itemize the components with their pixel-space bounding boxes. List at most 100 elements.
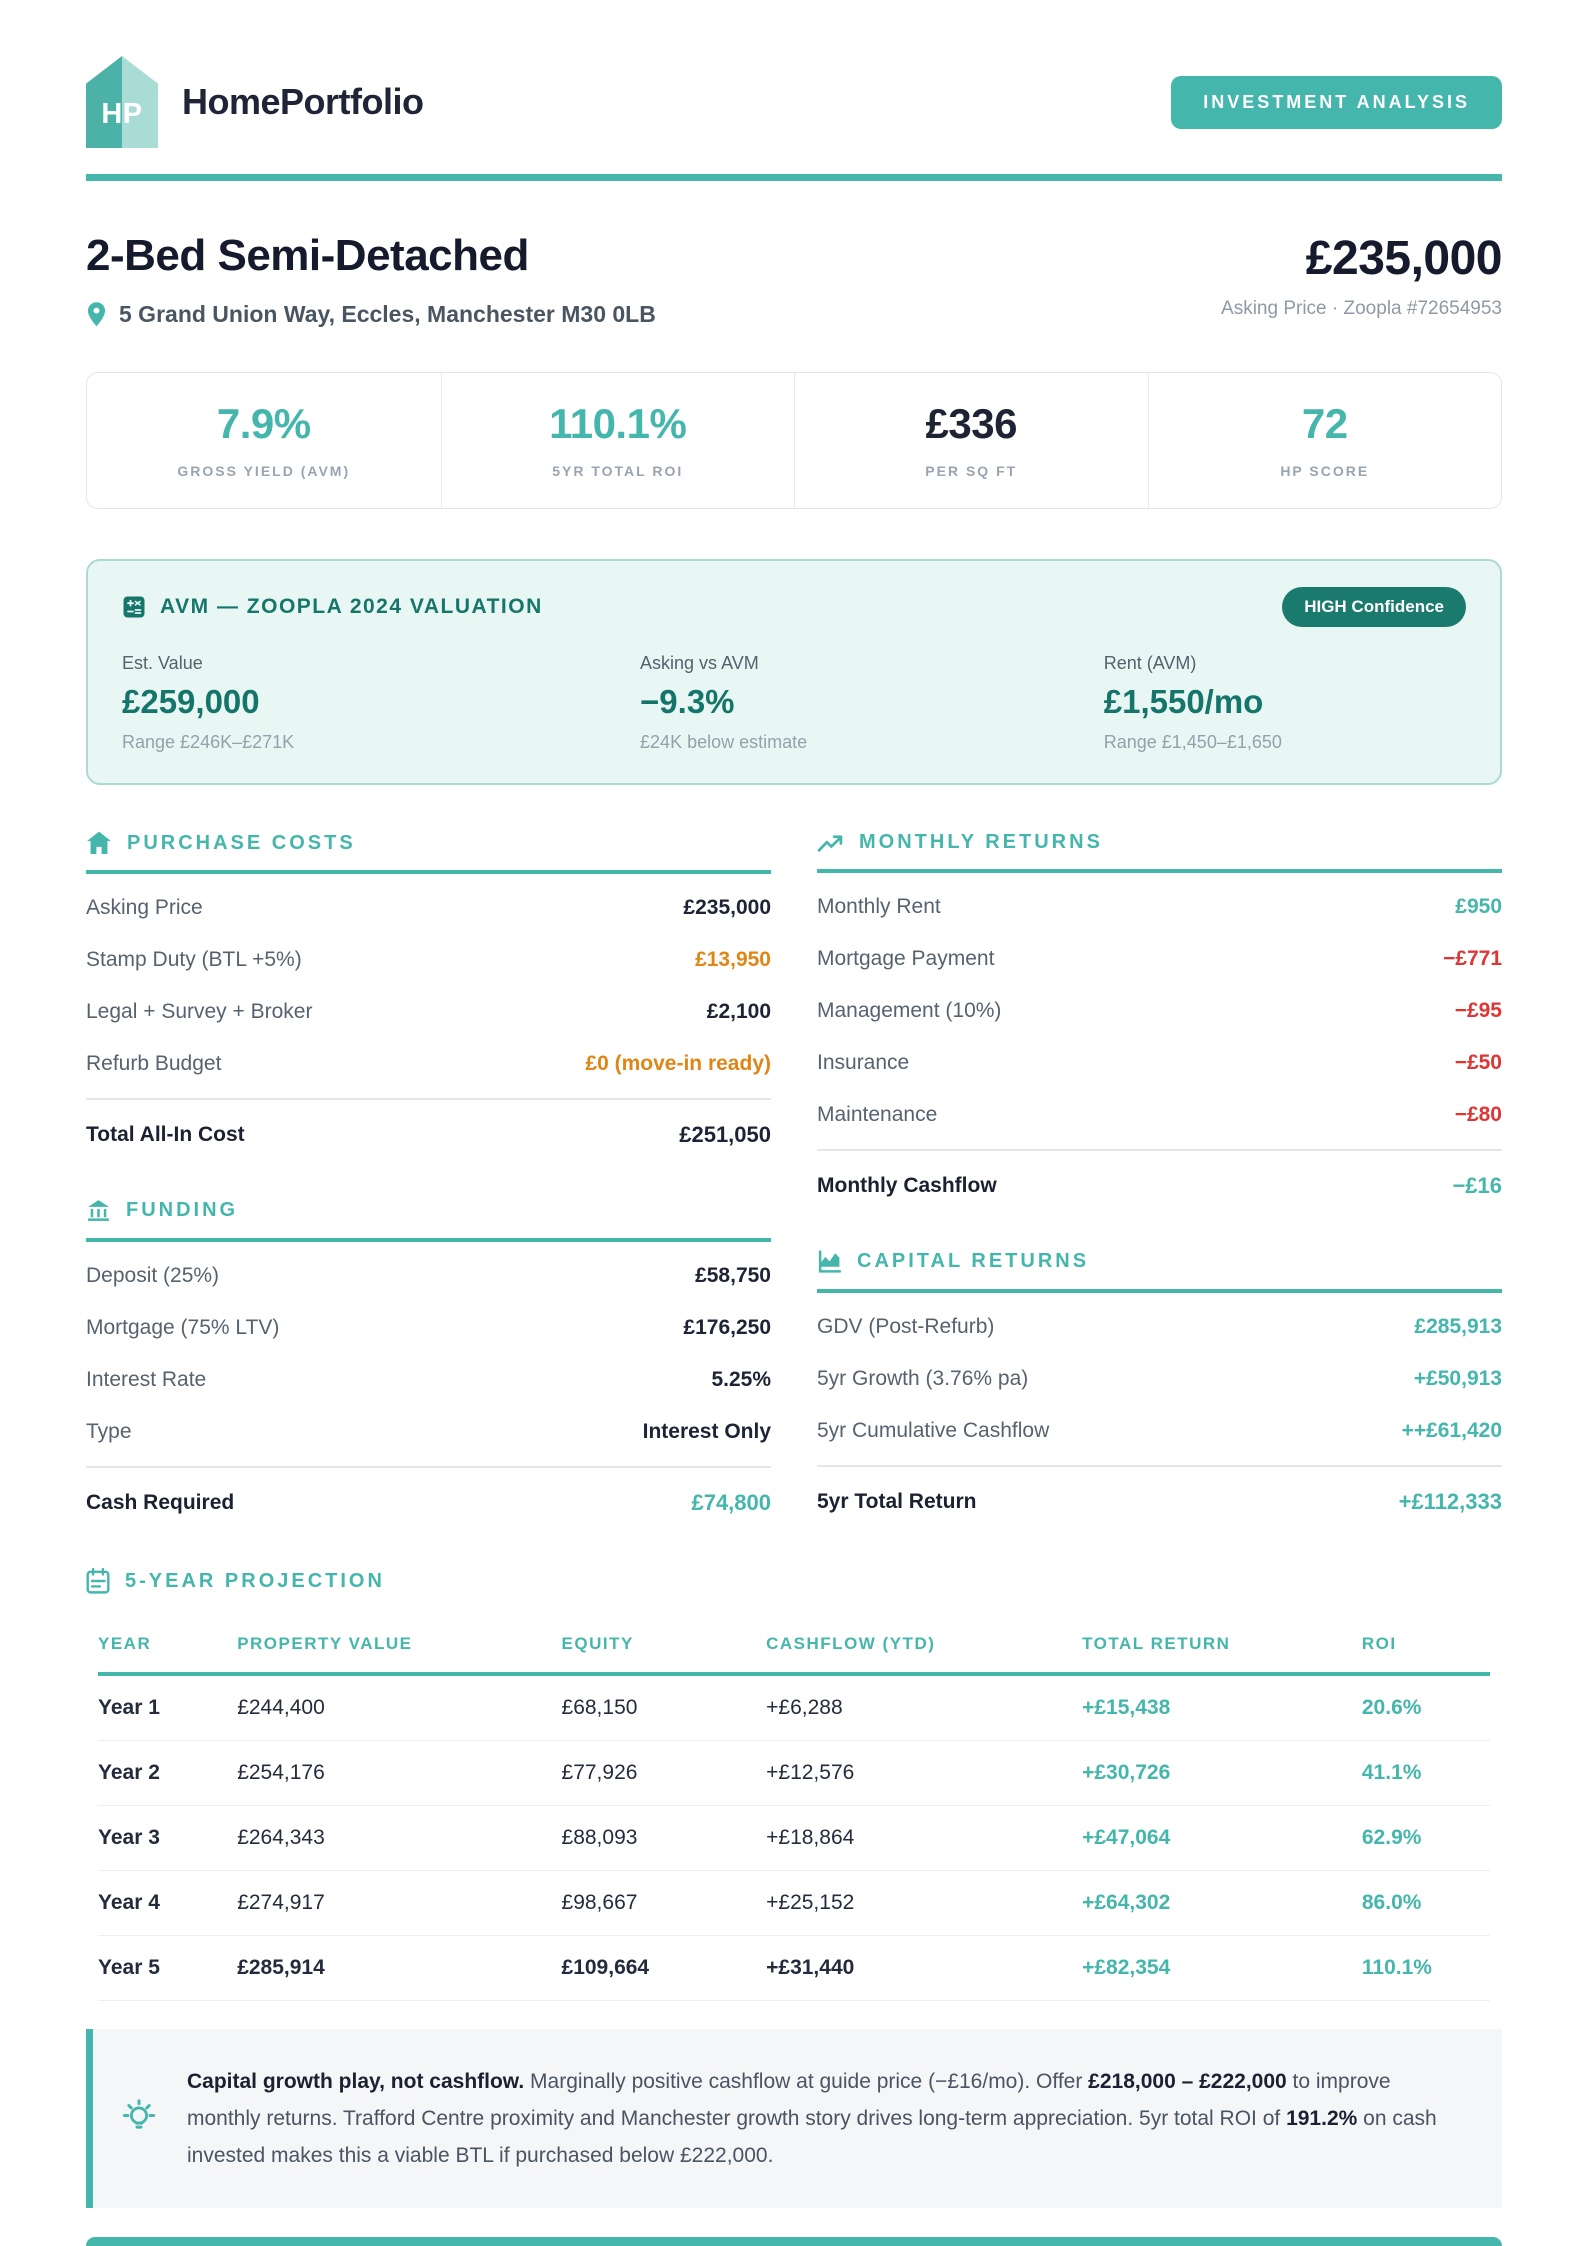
callout-text: Capital growth play, not cashflow. Margi… <box>187 2063 1458 2174</box>
section-rule <box>817 869 1502 873</box>
brand-name: HomePortfolio <box>182 81 424 122</box>
total-label: Total All-In Cost <box>86 1123 245 1146</box>
avm-metric-value: −9.3% <box>640 683 735 720</box>
section-header: FUNDING <box>86 1198 771 1223</box>
table-row: Year 5 £285,914 £109,664 +£31,440 +£82,354 11… <box>98 1936 1490 2001</box>
line-item: Interest Rate 5.25% <box>86 1354 771 1406</box>
table-cell: 20.6% <box>1361 1696 1422 1719</box>
table-cell: +£25,152 <box>766 1891 855 1914</box>
avm-metric-note: Range £1,450–£1,650 <box>1103 732 1282 752</box>
line-item: GDV (Post-Refurb) £285,913 <box>817 1301 1502 1353</box>
property-title: 2-Bed Semi-Detached <box>86 231 529 280</box>
table-cell: 86.0% <box>1361 1891 1422 1914</box>
hp-house-logo-icon: HP <box>86 56 158 148</box>
section-header: MONTHLY RETURNS <box>817 831 1502 854</box>
section-rule <box>817 1289 1502 1293</box>
trending-up-icon <box>817 832 844 854</box>
section-total: 5yr Total Return +£112,333 <box>817 1465 1502 1515</box>
avm-metric-label: Rent (AVM) <box>1103 653 1197 673</box>
bank-icon <box>86 1198 111 1223</box>
line-item-value: ++£61,420 <box>1401 1419 1502 1442</box>
property-address: 5 Grand Union Way, Eccles, Manchester M3… <box>119 301 656 327</box>
line-item-label: Mortgage Payment <box>817 947 995 970</box>
table-cell: +£15,438 <box>1082 1696 1171 1719</box>
price-block: £235,000 Asking Price · Zoopla #72654953 <box>1221 231 1502 320</box>
table-cell: +£12,576 <box>766 1761 855 1784</box>
avm-columns: Est. Value £259,000 Range £246K–£271K Askin… <box>122 653 1466 753</box>
table-cell: +£6,288 <box>766 1696 843 1719</box>
line-item-label: Stamp Duty (BTL +5%) <box>86 948 302 971</box>
table-row: Year 4 £274,917 £98,667 +£25,152 +£64,302 86.… <box>98 1871 1490 1936</box>
stat-card: 72 HP SCORE <box>1147 373 1502 508</box>
table-row: Year 2 £254,176 £77,926 +£12,576 +£30,726 41.… <box>98 1741 1490 1806</box>
line-item: Insurance −£50 <box>817 1037 1502 1089</box>
line-item-value: £2,100 <box>706 1000 771 1023</box>
property-header: 2-Bed Semi-Detached 5 Grand Union Way, E… <box>86 231 1502 328</box>
line-item-value: £235,000 <box>683 896 771 919</box>
avm-metric-note: £24K below estimate <box>640 732 808 752</box>
line-item: Type Interest Only <box>86 1406 771 1458</box>
avm-metric-label: Est. Value <box>122 653 203 673</box>
line-item-label: Interest Rate <box>86 1368 207 1391</box>
table-cell: +£18,864 <box>766 1826 855 1849</box>
line-item: 5yr Growth (3.76% pa) +£50,913 <box>817 1353 1502 1405</box>
table-row: Year 1 £244,400 £68,150 +£6,288 +£15,438 20.6… <box>98 1676 1490 1741</box>
callout-segment: on cash invested makes this a viable BTL… <box>187 2107 1437 2167</box>
table-header-rule <box>98 1672 1490 1676</box>
line-item: Monthly Rent £950 <box>817 881 1502 933</box>
table-cell: £88,093 <box>561 1826 638 1849</box>
stat-card: 110.1% 5YR TOTAL ROI <box>440 373 795 508</box>
avm-metric-value: £259,000 <box>122 683 260 720</box>
table-cell: 62.9% <box>1361 1826 1422 1849</box>
logo-monogram: HP <box>101 98 143 131</box>
line-item: Legal + Survey + Broker £2,100 <box>86 986 771 1038</box>
line-item: Deposit (25%) £58,750 <box>86 1250 771 1302</box>
line-item-value: £950 <box>1455 895 1502 918</box>
right-column: MONTHLY RETURNS Monthly Rent £950 Mortgage… <box>817 831 1502 1516</box>
line-item-value: £285,913 <box>1414 1315 1502 1338</box>
line-item-label: Legal + Survey + Broker <box>86 1000 313 1023</box>
house-icon <box>86 831 112 855</box>
line-item-label: Monthly Rent <box>817 895 941 918</box>
avm-metric-label: Asking vs AVM <box>640 653 759 673</box>
line-item-value: −£80 <box>1454 1103 1502 1126</box>
line-item-label: Mortgage (75% LTV) <box>86 1316 280 1339</box>
avm-metric: Rent (AVM) £1,550/mo Range £1,450–£1,650 <box>1104 653 1466 753</box>
line-item-value: £58,750 <box>695 1264 771 1287</box>
line-item-label: Insurance <box>817 1051 910 1074</box>
line-item: Stamp Duty (BTL +5%) £13,950 <box>86 934 771 986</box>
total-label: 5yr Total Return <box>817 1490 977 1513</box>
table-header-cell: ROI <box>1361 1634 1397 1653</box>
total-value: −£16 <box>1452 1173 1502 1198</box>
calculator-icon <box>122 595 146 619</box>
line-item-value: −£771 <box>1443 947 1502 970</box>
table-cell: Year 4 <box>98 1891 160 1914</box>
line-item-label: GDV (Post-Refurb) <box>817 1315 995 1338</box>
table-cell: £244,400 <box>237 1696 325 1719</box>
stat-label: HP SCORE <box>1280 463 1370 479</box>
confidence-badge: HIGH Confidence <box>1282 587 1466 627</box>
avm-panel: AVM — ZOOPLA 2024 VALUATION HIGH Confide… <box>86 559 1502 785</box>
line-item-value: −£50 <box>1454 1051 1502 1074</box>
avm-title: AVM — ZOOPLA 2024 VALUATION <box>160 595 543 618</box>
stat-card: £336 PER SQ FT <box>794 373 1148 508</box>
table-body: Year 1 £244,400 £68,150 +£6,288 +£15,438 20.6… <box>98 1676 1490 2001</box>
stat-value: £336 <box>925 400 1018 447</box>
section-rule <box>86 1238 771 1242</box>
table-header-cell: YEAR <box>98 1634 152 1653</box>
table-cell: 41.1% <box>1361 1761 1422 1784</box>
line-item-value: +£50,913 <box>1413 1367 1502 1390</box>
table-cell: £285,914 <box>237 1956 325 1979</box>
stat-label: GROSS YIELD (AVM) <box>177 463 351 479</box>
total-value: +£112,333 <box>1398 1489 1502 1514</box>
table-cell: 110.1% <box>1361 1956 1432 1979</box>
line-item-label: 5yr Cumulative Cashflow <box>817 1419 1050 1442</box>
analysis-callout: Capital growth play, not cashflow. Margi… <box>86 2029 1502 2208</box>
section-rows: Asking Price £235,000 Stamp Duty (BTL +5%)… <box>86 882 771 1090</box>
section-rows: Monthly Rent £950 Mortgage Payment −£771 Man… <box>817 881 1502 1141</box>
table-cell: £68,150 <box>561 1696 638 1719</box>
section-title: 5-YEAR PROJECTION <box>125 1569 385 1592</box>
table-row: Year 3 £264,343 £88,093 +£18,864 +£47,064 62.… <box>98 1806 1490 1871</box>
line-item-value: Interest Only <box>642 1420 771 1443</box>
